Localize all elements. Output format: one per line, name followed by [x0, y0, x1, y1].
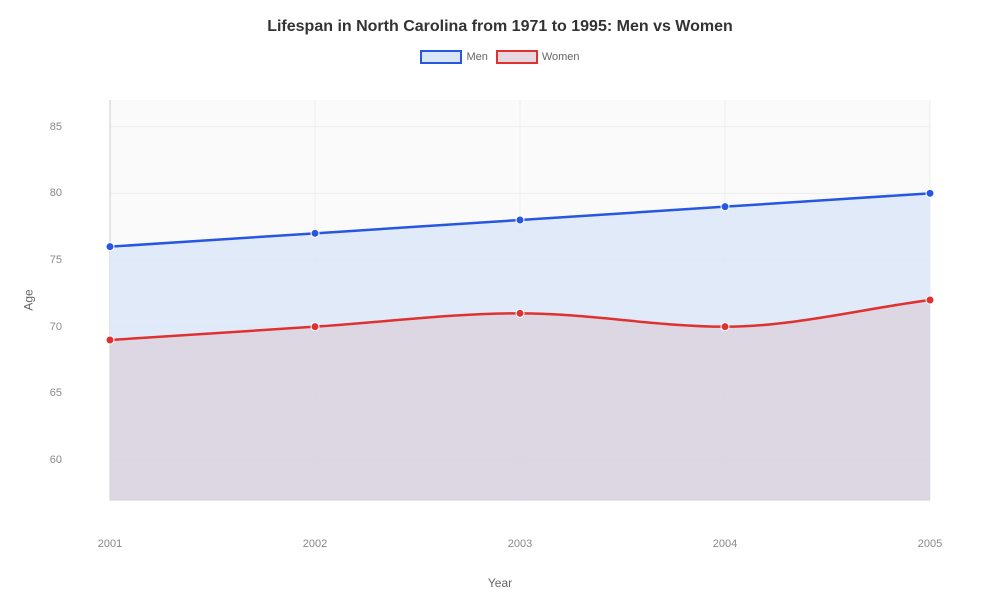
y-tick-label: 75 — [50, 254, 62, 266]
plot-area: 60657075808520012002200320042005 — [70, 90, 950, 530]
chart-title: Lifespan in North Carolina from 1971 to … — [0, 0, 1000, 36]
x-tick-label: 2005 — [918, 538, 942, 550]
x-tick-label: 2002 — [303, 538, 327, 550]
legend-label-women: Women — [542, 51, 580, 63]
chart-svg — [70, 90, 950, 530]
y-tick-label: 85 — [50, 121, 62, 133]
legend: Men Women — [0, 50, 1000, 64]
x-axis-label: Year — [488, 576, 512, 590]
y-tick-label: 80 — [50, 187, 62, 199]
chart-container: Lifespan in North Carolina from 1971 to … — [0, 0, 1000, 600]
legend-item-men: Men — [420, 50, 487, 64]
legend-swatch-women — [496, 50, 538, 64]
x-tick-label: 2001 — [98, 538, 122, 550]
x-tick-label: 2004 — [713, 538, 737, 550]
y-tick-label: 70 — [50, 321, 62, 333]
legend-swatch-men — [420, 50, 462, 64]
y-tick-label: 60 — [50, 454, 62, 466]
y-tick-label: 65 — [50, 387, 62, 399]
legend-item-women: Women — [496, 50, 580, 64]
x-tick-label: 2003 — [508, 538, 532, 550]
y-axis-label: Age — [22, 289, 36, 310]
legend-label-men: Men — [466, 51, 487, 63]
